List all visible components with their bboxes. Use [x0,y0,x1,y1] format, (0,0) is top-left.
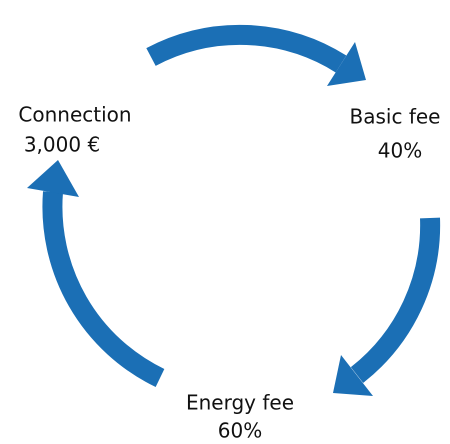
node-value: 60% [218,419,262,443]
arrow-shaft [42,191,165,388]
node-value: 3,000 € [24,133,100,157]
node-value: 40% [378,139,422,163]
arrow-head [27,160,79,197]
node-label: Energy fee [186,391,294,415]
arrow-head [333,355,373,396]
arrow-shaft [146,24,347,73]
arrow-head [327,42,366,86]
arrow-shaft [350,217,441,383]
node-label: Basic fee [350,105,441,129]
node-label: Connection [18,103,131,127]
